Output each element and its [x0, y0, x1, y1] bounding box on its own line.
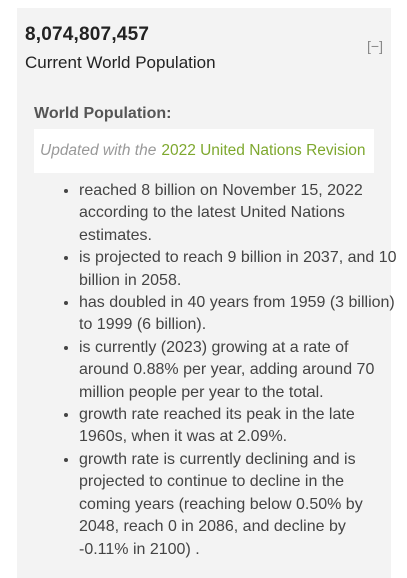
list-item: reached 8 billion on November 15, 2022 a…	[79, 180, 399, 247]
section-title: World Population:	[34, 105, 172, 122]
update-notice-prefix: Updated with the	[40, 142, 157, 159]
list-item: growth rate reached its peak in the late…	[79, 404, 399, 449]
list-item: growth rate is currently declining and i…	[79, 449, 399, 561]
population-panel: 8,074,807,457 Current World Population […	[17, 8, 397, 578]
list-item: has doubled in 40 years from 1959 (3 bil…	[79, 292, 399, 337]
population-counter-label: Current World Population	[25, 53, 216, 72]
list-item: is projected to reach 9 billion in 2037,…	[79, 247, 399, 292]
update-notice: Updated with the 2022 United Nations Revi…	[34, 129, 374, 173]
population-counter: 8,074,807,457	[25, 24, 150, 45]
collapse-toggle[interactable]: [−]	[367, 38, 383, 54]
facts-list: reached 8 billion on November 15, 2022 a…	[47, 180, 399, 561]
list-item: is currently (2023) growing at a rate of…	[79, 337, 399, 404]
update-notice-text: Updated with the 2022 United Nations Revi…	[40, 142, 366, 160]
un-revision-link[interactable]: 2022 United Nations Revision	[161, 142, 366, 159]
